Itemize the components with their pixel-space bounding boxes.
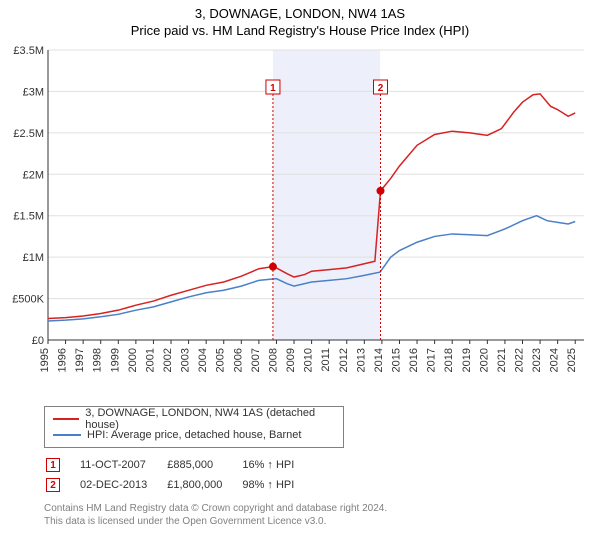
svg-text:2016: 2016 [408, 348, 420, 372]
svg-text:1996: 1996 [57, 348, 69, 372]
footer-attribution: Contains HM Land Registry data © Crown c… [44, 502, 600, 528]
svg-text:2021: 2021 [496, 348, 508, 372]
svg-text:2006: 2006 [232, 348, 244, 372]
marker-date: 02-DEC-2013 [80, 476, 165, 494]
svg-text:2010: 2010 [303, 348, 315, 372]
svg-text:2000: 2000 [127, 348, 139, 372]
svg-text:2003: 2003 [180, 348, 192, 372]
svg-text:£2M: £2M [23, 169, 44, 181]
footer-line1: Contains HM Land Registry data © Crown c… [44, 502, 600, 515]
svg-text:2005: 2005 [215, 348, 227, 372]
svg-text:£0: £0 [32, 335, 44, 347]
svg-text:2024: 2024 [549, 348, 561, 372]
marker-change: 98% ↑ HPI [242, 476, 312, 494]
svg-text:2007: 2007 [250, 348, 262, 372]
marker-row: 1 11-OCT-2007£885,00016% ↑ HPI [46, 456, 312, 474]
legend-label: HPI: Average price, detached house, Barn… [87, 429, 301, 441]
legend-row: 3, DOWNAGE, LONDON, NW4 1AS (detached ho… [53, 411, 335, 427]
chart-address-title: 3, DOWNAGE, LONDON, NW4 1AS [0, 6, 600, 21]
svg-text:1997: 1997 [74, 348, 86, 372]
marker-badge: 1 [46, 458, 60, 472]
svg-text:2012: 2012 [338, 348, 350, 372]
svg-text:2014: 2014 [373, 348, 385, 372]
svg-text:2015: 2015 [390, 348, 402, 372]
svg-text:2: 2 [378, 83, 384, 94]
svg-text:£1M: £1M [23, 252, 44, 264]
svg-text:£3M: £3M [23, 86, 44, 98]
svg-text:£2.5M: £2.5M [13, 128, 44, 140]
line-chart: £0 £500K £1M £1.5M £2M £2.5M £3M £3.5M 1995 1996 1… [0, 40, 600, 400]
svg-text:2001: 2001 [144, 348, 156, 372]
svg-text:2023: 2023 [531, 348, 543, 372]
svg-text:2009: 2009 [285, 348, 297, 372]
footer-line2: This data is licensed under the Open Gov… [44, 515, 600, 528]
svg-text:2022: 2022 [513, 348, 525, 372]
legend-swatch [53, 418, 79, 420]
marker-badge: 2 [46, 478, 60, 492]
svg-text:2011: 2011 [320, 348, 332, 372]
svg-text:1999: 1999 [109, 348, 121, 372]
marker-change: 16% ↑ HPI [242, 456, 312, 474]
svg-text:2008: 2008 [267, 348, 279, 372]
svg-text:2025: 2025 [566, 348, 578, 372]
svg-text:2020: 2020 [478, 348, 490, 372]
marker-row: 2 02-DEC-2013£1,800,00098% ↑ HPI [46, 476, 312, 494]
legend-label: 3, DOWNAGE, LONDON, NW4 1AS (detached ho… [85, 407, 335, 431]
marker-price: £1,800,000 [167, 476, 240, 494]
marker-price: £885,000 [167, 456, 240, 474]
svg-text:1998: 1998 [92, 348, 104, 372]
title-block: 3, DOWNAGE, LONDON, NW4 1AS Price paid v… [0, 0, 600, 40]
svg-text:£3.5M: £3.5M [13, 45, 44, 57]
svg-text:2017: 2017 [426, 348, 438, 372]
svg-text:£500K: £500K [12, 294, 44, 306]
svg-text:1995: 1995 [39, 348, 51, 372]
chart-area: £0 £500K £1M £1.5M £2M £2.5M £3M £3.5M 1995 1996 1… [0, 40, 600, 400]
svg-text:£1.5M: £1.5M [13, 211, 44, 223]
legend: 3, DOWNAGE, LONDON, NW4 1AS (detached ho… [44, 406, 344, 448]
legend-row: HPI: Average price, detached house, Barn… [53, 427, 335, 443]
svg-text:2004: 2004 [197, 348, 209, 372]
svg-text:2018: 2018 [443, 348, 455, 372]
svg-text:2002: 2002 [162, 348, 174, 372]
chart-subtitle: Price paid vs. HM Land Registry's House … [0, 23, 600, 38]
svg-text:2013: 2013 [355, 348, 367, 372]
marker-date: 11-OCT-2007 [80, 456, 165, 474]
svg-text:1: 1 [270, 83, 276, 94]
markers-table: 1 11-OCT-2007£885,00016% ↑ HPI 2 02-DEC-201… [44, 454, 314, 496]
legend-swatch [53, 434, 81, 436]
svg-text:2019: 2019 [461, 348, 473, 372]
